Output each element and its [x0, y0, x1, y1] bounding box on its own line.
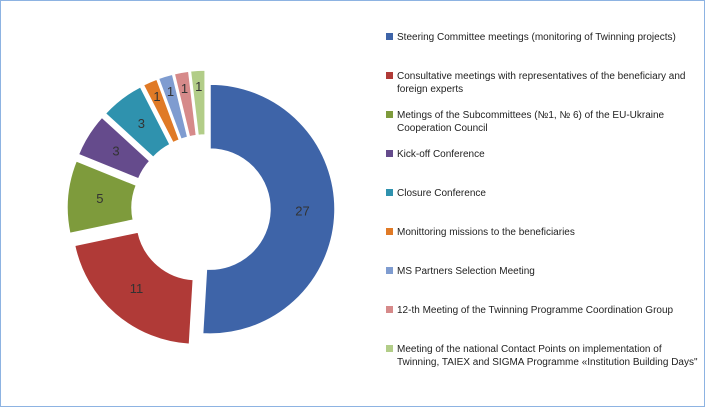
donut-segment — [142, 78, 181, 144]
data-label: 3 — [112, 144, 119, 159]
legend-entry: Closure Conference — [386, 187, 702, 200]
legend-entry: Monittoring missions to the beneficiarie… — [386, 226, 702, 239]
legend-label: Closure Conference — [397, 188, 486, 199]
legend-swatch — [386, 33, 393, 40]
legend-swatch — [386, 306, 393, 313]
legend-label: MS Partners Selection Meeting — [397, 266, 535, 277]
data-label: 1 — [167, 84, 174, 99]
legend-entry: MS Partners Selection Meeting — [386, 265, 702, 278]
legend-label: Consultative meetings with representativ… — [397, 71, 686, 95]
donut-segment — [104, 85, 172, 159]
legend-swatch — [386, 72, 393, 79]
donut-segment — [189, 69, 206, 137]
donut-segment — [73, 231, 195, 346]
legend-label: Kick-off Conference — [397, 149, 485, 160]
donut-segment — [157, 73, 189, 141]
data-label: 1 — [195, 79, 202, 94]
legend-label: Steering Committee meetings (monitoring … — [397, 32, 676, 43]
legend-entry: Metings of the Subcommittees (№1, № 6) o… — [386, 109, 702, 135]
data-label: 1 — [153, 89, 160, 104]
legend-swatch — [386, 189, 393, 196]
legend-entry: Consultative meetings with representativ… — [386, 70, 702, 96]
data-label: 27 — [295, 203, 309, 218]
legend-entry: Steering Committee meetings (monitoring … — [386, 31, 702, 44]
legend-entry: 12-th Meeting of the Twinning Programme … — [386, 304, 702, 317]
data-label: 5 — [96, 191, 103, 206]
donut-segment — [201, 83, 336, 335]
legend-label: Monittoring missions to the beneficiarie… — [397, 227, 575, 238]
legend-label: Meeting of the national Contact Points o… — [397, 344, 698, 368]
legend-label: Metings of the Subcommittees (№1, № 6) o… — [397, 110, 665, 134]
data-label: 3 — [138, 116, 145, 131]
donut-segment — [66, 159, 138, 235]
data-label: 1 — [181, 81, 188, 96]
legend-entry: Meeting of the national Contact Points o… — [386, 343, 702, 369]
donut-segment — [77, 116, 151, 180]
legend-swatch — [386, 345, 393, 352]
legend-swatch — [386, 150, 393, 157]
legend-label: 12-th Meeting of the Twinning Programme … — [397, 305, 674, 316]
legend-swatch — [386, 267, 393, 274]
legend-swatch — [386, 111, 393, 118]
data-label: 11 — [130, 281, 144, 296]
donut-segment — [173, 70, 198, 138]
legend-swatch — [386, 228, 393, 235]
legend-entry: Kick-off Conference — [386, 148, 702, 161]
